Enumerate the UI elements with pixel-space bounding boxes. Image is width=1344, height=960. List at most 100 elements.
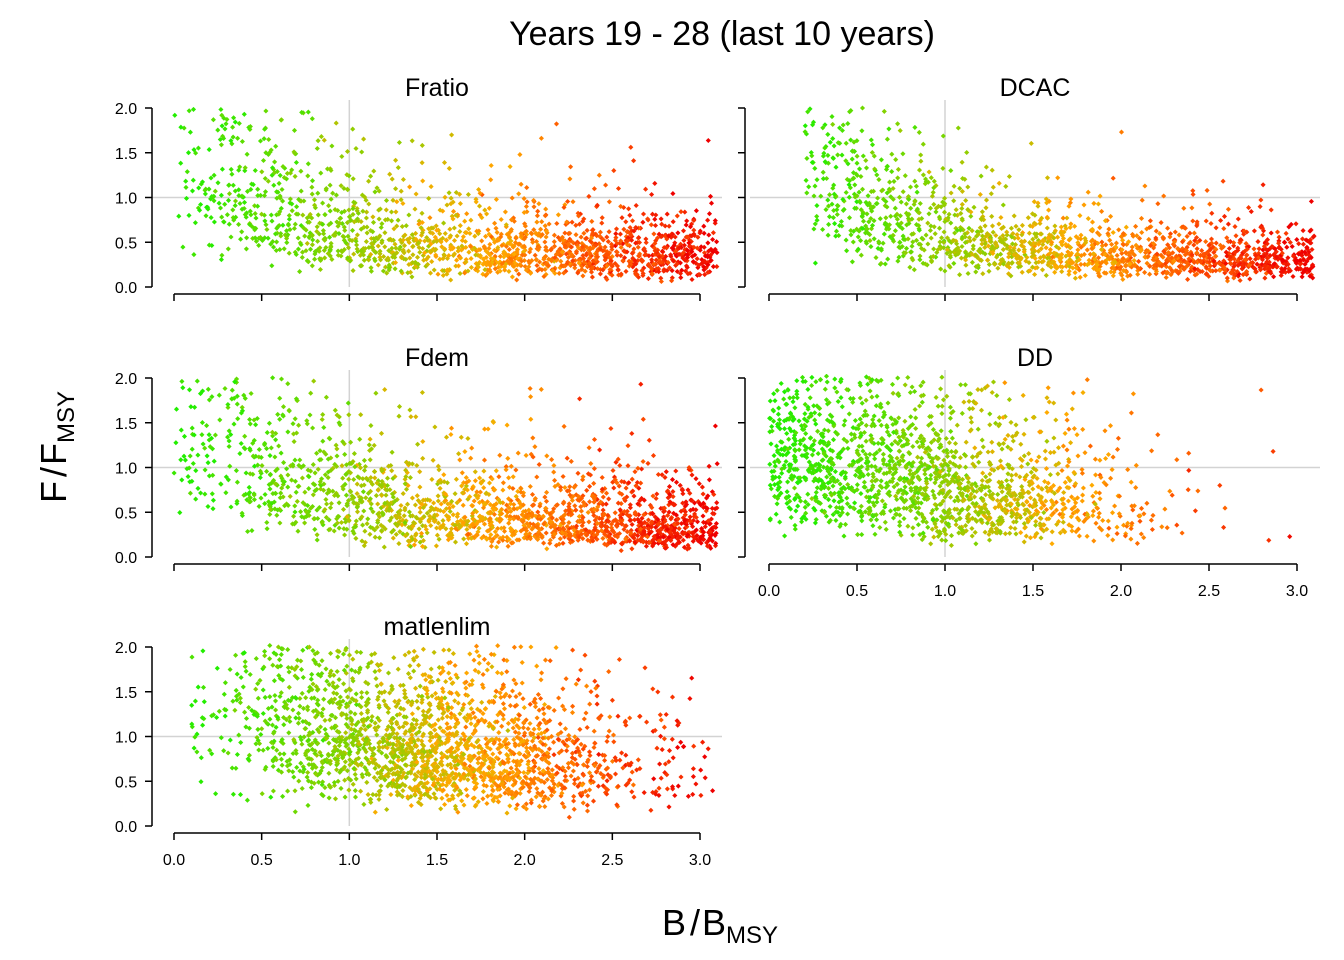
data-point (195, 145, 201, 151)
data-point (1118, 234, 1124, 240)
data-point (812, 183, 818, 189)
data-point (1283, 230, 1289, 236)
data-point (587, 499, 593, 505)
data-point (483, 233, 489, 239)
data-point (480, 256, 487, 262)
data-point (606, 496, 612, 502)
data-point (228, 504, 234, 510)
data-point (574, 529, 580, 535)
data-point (1296, 241, 1302, 247)
data-point (1006, 271, 1012, 277)
data-point (710, 236, 716, 243)
data-point (1058, 224, 1064, 230)
data-point (469, 246, 476, 253)
data-point (475, 268, 481, 274)
data-point (829, 114, 835, 120)
data-point (628, 232, 634, 238)
data-point (436, 467, 442, 473)
data-point (888, 213, 894, 219)
data-point (1232, 250, 1238, 256)
data-point (291, 513, 297, 519)
data-point (677, 482, 683, 488)
data-point (916, 227, 922, 233)
data-point (393, 531, 399, 537)
data-point (977, 249, 983, 256)
data-point (859, 105, 866, 111)
data-point (897, 128, 903, 134)
data-point (234, 393, 240, 399)
data-point (334, 463, 340, 469)
data-point (448, 425, 455, 431)
data-point (261, 193, 268, 199)
data-point (510, 263, 516, 269)
data-point (1046, 198, 1052, 204)
data-point (309, 191, 315, 197)
data-point (358, 483, 364, 489)
data-point (1190, 191, 1196, 197)
data-point (618, 271, 624, 277)
data-point (1078, 244, 1084, 250)
data-point (683, 499, 689, 505)
data-point (1304, 244, 1310, 250)
data-point (400, 176, 406, 183)
data-point (465, 435, 471, 442)
data-point (1029, 247, 1035, 253)
data-point (222, 201, 228, 207)
data-point (374, 524, 380, 530)
data-point (645, 460, 651, 466)
data-point (579, 244, 585, 250)
data-point (248, 390, 254, 397)
data-point (187, 129, 193, 135)
data-point (1060, 215, 1066, 221)
data-point (184, 169, 190, 175)
data-point (1293, 258, 1299, 264)
data-point (181, 453, 187, 459)
data-point (334, 446, 340, 452)
data-point (363, 475, 369, 481)
data-point (475, 495, 481, 501)
data-point (1028, 140, 1034, 146)
data-point (591, 466, 597, 472)
data-point (543, 228, 549, 234)
data-point (556, 270, 562, 276)
data-point (1191, 259, 1197, 266)
data-point (218, 192, 224, 198)
data-point (597, 229, 603, 235)
data-point (506, 246, 512, 253)
data-point (342, 481, 348, 487)
data-point (629, 430, 635, 437)
data-point (560, 540, 566, 546)
data-point (859, 128, 865, 134)
data-point (185, 474, 191, 480)
data-point (357, 465, 364, 471)
data-point (217, 136, 223, 143)
panel-title: DCAC (1000, 74, 1071, 102)
data-point (1000, 261, 1007, 267)
data-point (271, 499, 277, 505)
data-point (687, 490, 693, 496)
data-point (986, 261, 992, 268)
data-point (204, 204, 210, 210)
data-point (850, 239, 856, 245)
data-point (970, 246, 976, 252)
data-point (249, 528, 255, 534)
data-point (561, 270, 567, 276)
data-point (244, 151, 250, 157)
data-point (411, 542, 417, 548)
data-point (860, 153, 866, 159)
data-point (685, 487, 691, 493)
data-point (398, 268, 404, 274)
data-point (1257, 267, 1264, 273)
data-point (516, 191, 522, 197)
data-point (207, 444, 213, 450)
data-point (1181, 225, 1187, 231)
data-point (486, 480, 493, 486)
data-point (1107, 237, 1113, 243)
data-point (971, 204, 977, 210)
data-point (1006, 173, 1012, 180)
data-point (635, 465, 641, 471)
data-point (434, 227, 440, 233)
data-point (329, 256, 335, 262)
data-point (858, 173, 864, 180)
data-point (239, 404, 245, 410)
